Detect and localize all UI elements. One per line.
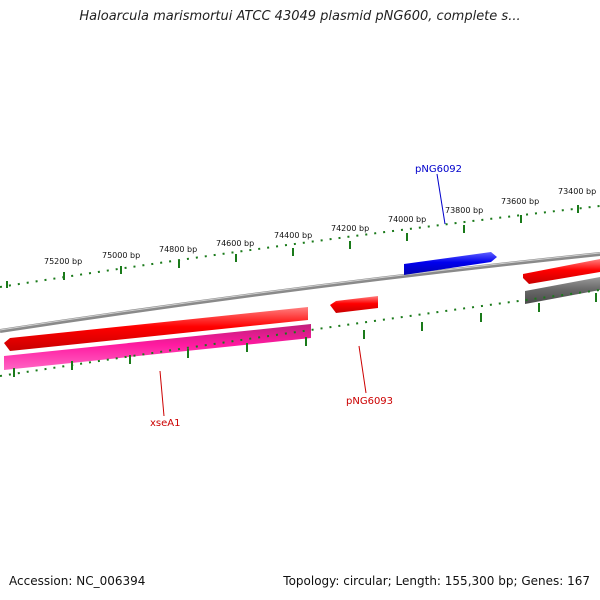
inner-ruler-major-ticks: [13, 293, 597, 377]
gene-forward-red-right[interactable]: [523, 259, 600, 284]
plasmid-backbone: [0, 252, 600, 333]
pNG6092-leader: [436, 173, 446, 225]
gene-label-pNG6093[interactable]: pNG6093: [346, 396, 393, 407]
outer-ruler: [0, 205, 600, 288]
ruler-label: 75200 bp: [44, 257, 82, 266]
ruler-label: 75000 bp: [102, 251, 140, 260]
xseA1-leader: [159, 370, 165, 417]
ruler-label: 74000 bp: [388, 215, 426, 224]
accession-text: Accession: NC_006394: [9, 574, 146, 588]
ruler-label: 73800 bp: [445, 206, 483, 215]
ruler-label: 74200 bp: [331, 224, 369, 233]
outer-ruler-major-ticks: [6, 205, 579, 288]
map-title: Haloarcula marismortui ATCC 43049 plasmi…: [79, 9, 521, 24]
gene-xseA1[interactable]: [4, 324, 311, 370]
ruler-label: 74400 bp: [274, 231, 312, 240]
ruler-label: 74800 bp: [159, 245, 197, 254]
pNG6093-leader: [358, 345, 367, 394]
gene-pNG6093[interactable]: [330, 296, 378, 313]
summary-text: Topology: circular; Length: 155,300 bp; …: [283, 574, 590, 588]
outer-ruler-labels: 75200 bp 75000 bp 74800 bp 74600 bp 7440…: [44, 187, 596, 266]
gene-pNG6092[interactable]: [404, 252, 497, 275]
gene-reverse-red-left[interactable]: [4, 307, 308, 351]
gene-label-xseA1[interactable]: xseA1: [150, 418, 180, 429]
ruler-label: 74600 bp: [216, 239, 254, 248]
ruler-label: 73600 bp: [501, 197, 539, 206]
ruler-label: 73400 bp: [558, 187, 596, 196]
gene-label-pNG6092[interactable]: pNG6092: [415, 164, 462, 175]
